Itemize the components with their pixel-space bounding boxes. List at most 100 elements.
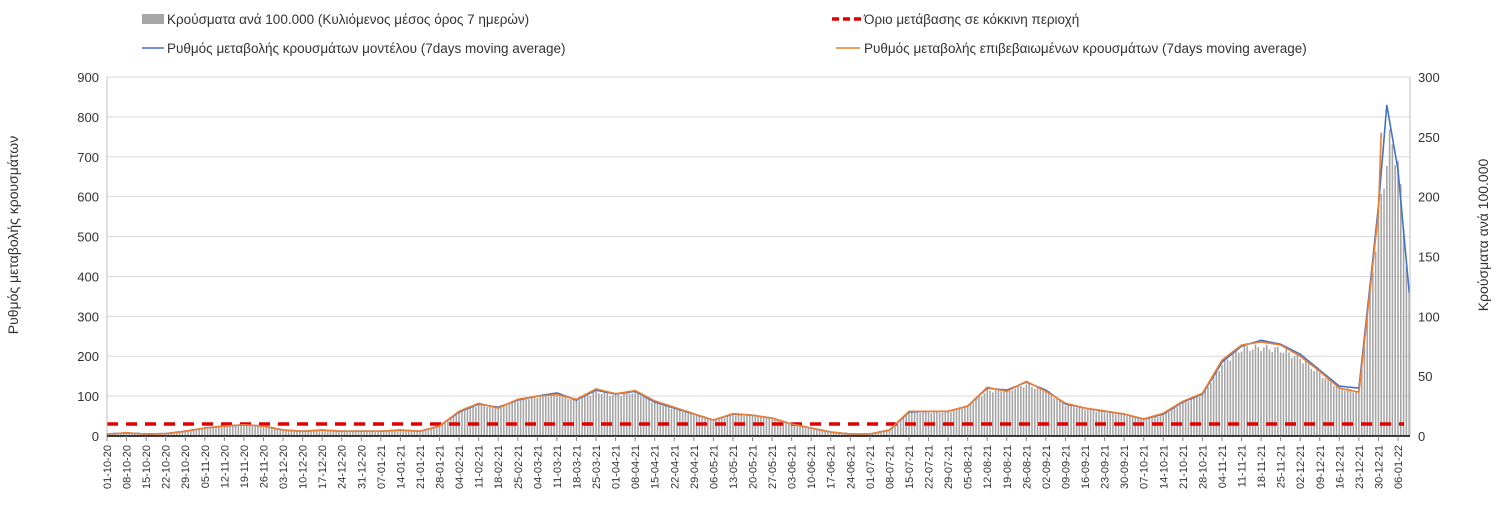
bar-day [600,393,603,436]
bar-day [407,430,410,436]
bar-day [388,430,391,436]
x-tick-label: 26-08-21 [1021,445,1033,489]
bar-day [1355,391,1357,436]
bar-day [229,426,231,436]
bar-day [366,431,368,436]
x-tick-label: 16-09-21 [1080,445,1092,489]
x-tick-label: 15-10-20 [141,445,153,489]
bar-day [131,432,133,436]
bar-day [729,414,731,436]
bar-day [1285,349,1288,436]
x-tick-label: 18-03-21 [571,445,583,489]
bar-day [1307,362,1310,436]
bar-day [1240,351,1243,436]
bar-day [871,433,874,436]
y-tick-right: 250 [1418,130,1440,145]
bar-day [550,394,553,436]
bar-day [1397,160,1399,436]
y-axis-title-right: Κρούσματα ανά 100.000 [1475,159,1491,312]
bar-day [444,422,446,436]
bar-day [667,405,670,436]
bar-day [978,396,980,436]
bar-day [544,395,547,436]
bar-day [1073,407,1075,436]
bar-day [338,430,340,436]
bar-day [1067,404,1070,436]
x-tick-label: 19-08-21 [1002,445,1014,489]
bar-day [162,433,164,436]
bar-day [371,431,374,436]
bar-day [1109,412,1111,436]
bar-day [1223,359,1226,436]
bar-day [776,420,779,436]
bar-day [190,430,192,436]
bar-day [159,433,161,436]
bar-day [553,392,555,436]
bar-day [299,431,301,436]
bar-day [377,431,379,436]
bar-day [829,432,832,436]
bar-day [522,397,525,436]
y-tick-left: 800 [77,110,99,125]
bar-day [217,427,220,436]
bar-day [1218,370,1220,436]
bar-day [1025,384,1028,436]
bar-day [1193,396,1195,436]
bar-day [1265,344,1268,436]
bar-day [352,431,354,436]
x-tick-label: 16-12-21 [1334,445,1346,489]
bar-day [1232,354,1234,436]
bar-day [1313,371,1315,436]
bar-day [170,432,173,436]
bar-day [1064,406,1067,436]
bar-day [419,431,421,436]
bar-day [237,425,240,436]
bar-day [891,427,894,436]
bar-day [1246,346,1248,436]
bar-day [768,417,771,436]
bar-day [709,419,712,436]
bar-day [821,430,824,436]
x-tick-label: 25-03-21 [591,445,603,489]
bar-day [639,396,642,436]
x-tick-label: 09-09-21 [1060,445,1072,489]
bar-day [625,391,628,436]
bar-day [648,399,650,436]
bar-day [846,433,849,436]
bar-day [1335,385,1338,436]
bar-day [435,427,438,436]
bar-day [762,417,765,436]
bar-day [1212,375,1215,436]
bar-day [1229,360,1232,436]
bar-day [1106,413,1109,436]
bar-day [231,425,234,436]
bar-day [584,394,586,436]
bar-day [466,409,469,436]
bar-day [1268,349,1271,436]
bar-day [536,397,539,436]
bar-day [849,433,852,436]
bar-day [1036,386,1039,436]
bar-day [838,433,840,436]
x-tick-label: 28-01-21 [435,445,447,489]
bar-day [1260,350,1262,436]
bar-day [117,432,119,436]
bar-day [617,394,620,436]
bar-day [746,415,748,436]
bar-day [276,428,279,436]
bar-day [1017,385,1019,436]
x-tick-label: 01-04-21 [611,445,623,489]
bar-day [779,420,782,436]
bar-day [279,429,282,436]
bar-day [136,433,139,436]
y-tick-right: 100 [1418,309,1440,324]
bar-day [1140,418,1142,436]
x-tick-label: 15-04-21 [650,445,662,489]
bar-day [312,430,315,436]
bar-day [413,431,416,436]
bar-day [572,397,575,436]
y-tick-left: 100 [77,389,99,404]
bar-day [505,405,508,436]
y-tick-right: 150 [1418,250,1440,265]
